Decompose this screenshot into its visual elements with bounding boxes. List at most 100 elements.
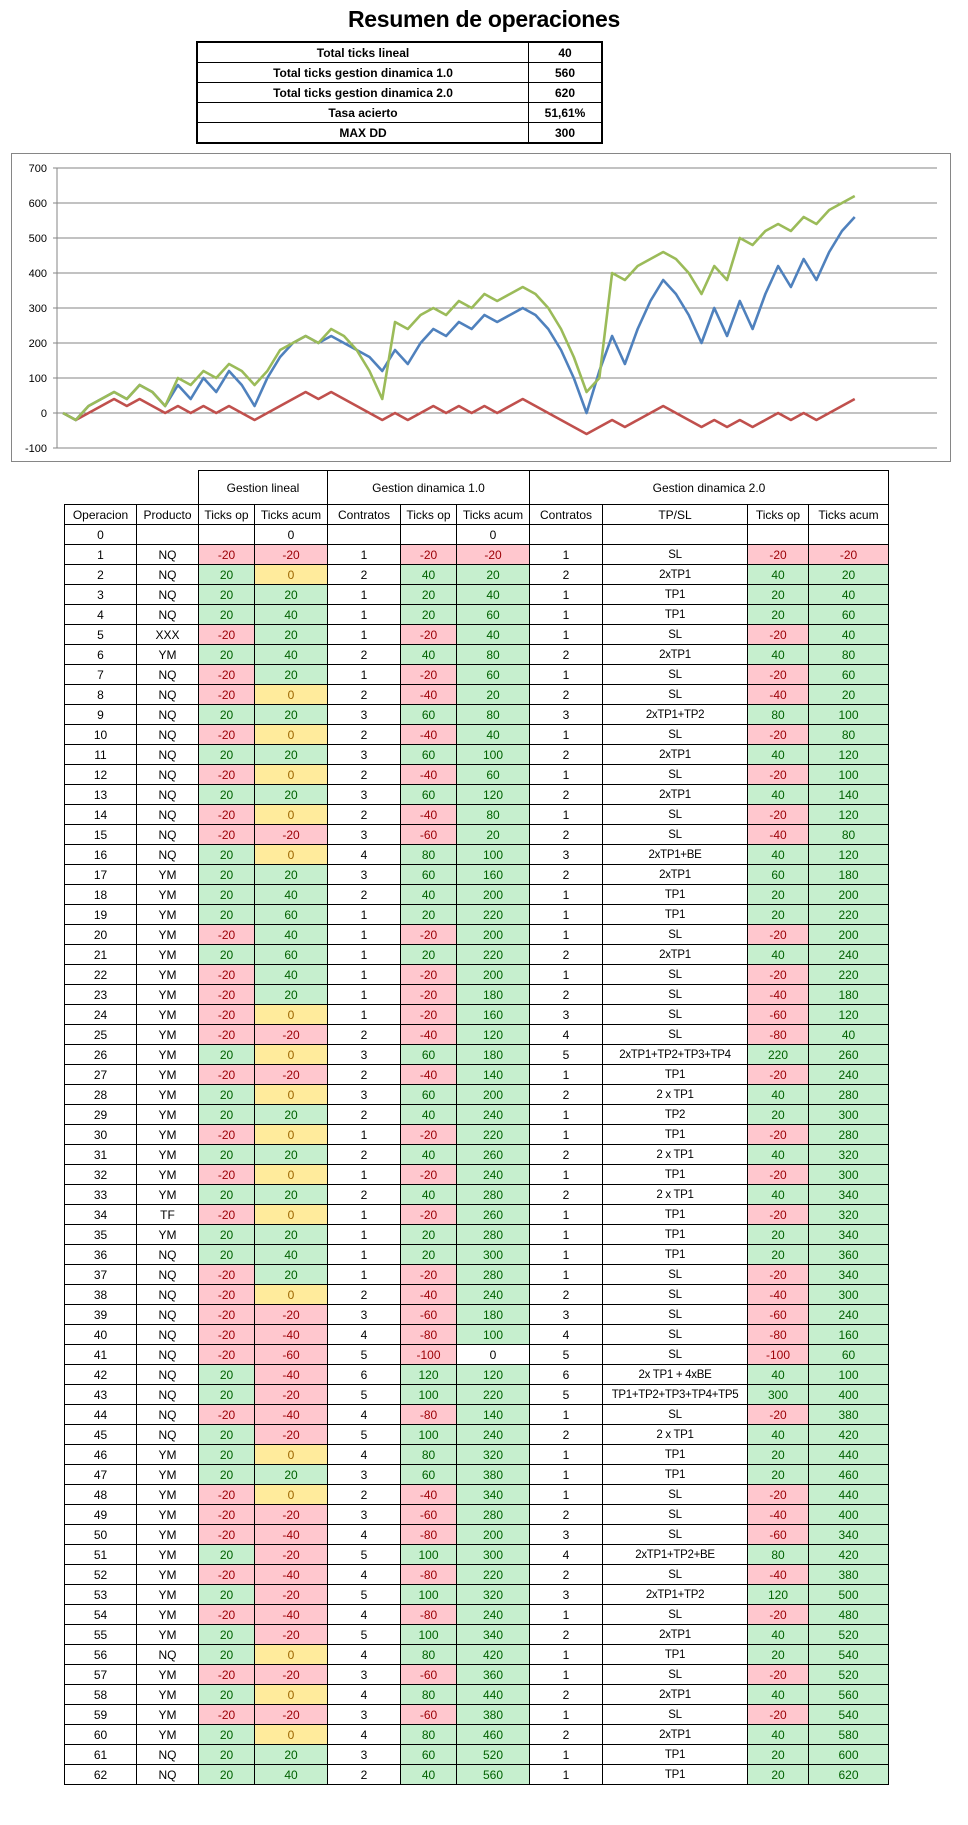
table-row: 38 NQ -20 0 2 -40 240 2 SL -40 300 bbox=[64, 1284, 889, 1305]
cell-lineal-ticks-acum: 0 bbox=[254, 1004, 328, 1025]
table-row: 26 YM 20 0 3 60 180 5 2xTP1+TP2+TP3+TP4 220 260 bbox=[64, 1044, 889, 1065]
cell-d2-ticks-acum: 320 bbox=[808, 1144, 889, 1165]
cell-producto bbox=[136, 524, 199, 545]
cell-d1-contratos: 5 bbox=[327, 1384, 401, 1405]
cell-d1-contratos: 1 bbox=[327, 544, 401, 565]
cell-lineal-ticks-acum: 20 bbox=[254, 864, 328, 885]
cell-d2-ticks-op: -60 bbox=[747, 1524, 809, 1545]
cell-d2-ticks-acum: 280 bbox=[808, 1124, 889, 1145]
cell-d2-contratos: 1 bbox=[529, 764, 603, 785]
cell-d2-contratos: 3 bbox=[529, 704, 603, 725]
cell-d1-contratos: 3 bbox=[327, 824, 401, 845]
cell-d1-ticks-op: 40 bbox=[400, 1764, 457, 1785]
cell-lineal-ticks-acum: 0 bbox=[254, 804, 328, 825]
cell-d2-ticks-acum: 480 bbox=[808, 1604, 889, 1625]
cell-producto: YM bbox=[136, 1464, 199, 1485]
cell-operacion: 6 bbox=[64, 644, 137, 665]
cell-d2-ticks-acum: 320 bbox=[808, 1204, 889, 1225]
cell-d1-contratos: 5 bbox=[327, 1584, 401, 1605]
cell-d2-ticks-acum: 60 bbox=[808, 1344, 889, 1365]
cell-d2-ticks-acum: 340 bbox=[808, 1224, 889, 1245]
cell-d1-ticks-acum: 100 bbox=[456, 1324, 530, 1345]
cell-lineal-ticks-op: -20 bbox=[198, 664, 255, 685]
cell-d1-contratos: 2 bbox=[327, 644, 401, 665]
cell-lineal-ticks-acum: -20 bbox=[254, 1704, 328, 1725]
table-row: 14 NQ -20 0 2 -40 80 1 SL -20 120 bbox=[64, 804, 889, 825]
cell-lineal-ticks-op: 20 bbox=[198, 1744, 255, 1765]
cell-operacion: 2 bbox=[64, 564, 137, 585]
cell-d2-tp-sl: 2 x TP1 bbox=[602, 1084, 748, 1105]
cell-d2-tp-sl: SL bbox=[602, 1024, 748, 1045]
cell-producto: NQ bbox=[136, 1404, 199, 1425]
table-row: 33 YM 20 20 2 40 280 2 2 x TP1 40 340 bbox=[64, 1184, 889, 1205]
cell-d2-tp-sl: TP1 bbox=[602, 1064, 748, 1085]
cell-d1-contratos: 1 bbox=[327, 1164, 401, 1185]
cell-d2-tp-sl: SL bbox=[602, 984, 748, 1005]
cell-lineal-ticks-acum: 20 bbox=[254, 1224, 328, 1245]
cell-d1-ticks-op: -40 bbox=[400, 684, 457, 705]
cell-d2-ticks-acum: -20 bbox=[808, 544, 889, 565]
cell-lineal-ticks-acum: -40 bbox=[254, 1524, 328, 1545]
cell-d2-ticks-op: -20 bbox=[747, 1704, 809, 1725]
cell-d2-ticks-op: -20 bbox=[747, 1264, 809, 1285]
cell-d1-contratos: 1 bbox=[327, 1244, 401, 1265]
cell-d1-ticks-acum: 20 bbox=[456, 564, 530, 585]
cell-d2-tp-sl: SL bbox=[602, 1524, 748, 1545]
cell-d2-tp-sl: SL bbox=[602, 924, 748, 945]
cell-d1-ticks-op: 20 bbox=[400, 904, 457, 925]
table-row: 57 YM -20 -20 3 -60 360 1 SL -20 520 bbox=[64, 1664, 889, 1685]
cell-lineal-ticks-acum: 0 bbox=[254, 764, 328, 785]
cell-d1-ticks-op: -20 bbox=[400, 1004, 457, 1025]
cell-lineal-ticks-op: -20 bbox=[198, 1124, 255, 1145]
table-row: 44 NQ -20 -40 4 -80 140 1 SL -20 380 bbox=[64, 1404, 889, 1425]
cell-lineal-ticks-op: -20 bbox=[198, 924, 255, 945]
cell-d2-tp-sl: SL bbox=[602, 824, 748, 845]
cell-d2-contratos: 4 bbox=[529, 1324, 603, 1345]
cell-d1-contratos: 3 bbox=[327, 784, 401, 805]
cell-d1-contratos: 2 bbox=[327, 1024, 401, 1045]
cell-lineal-ticks-acum: 20 bbox=[254, 1464, 328, 1485]
cell-d1-ticks-acum: 120 bbox=[456, 1364, 530, 1385]
cell-d2-contratos: 1 bbox=[529, 1644, 603, 1665]
cell-lineal-ticks-op: -20 bbox=[198, 1204, 255, 1225]
cell-d2-tp-sl: 2xTP1 bbox=[602, 1684, 748, 1705]
cell-lineal-ticks-acum: -40 bbox=[254, 1324, 328, 1345]
cell-d1-contratos: 5 bbox=[327, 1624, 401, 1645]
cell-producto: NQ bbox=[136, 684, 199, 705]
cell-d1-contratos: 1 bbox=[327, 1204, 401, 1225]
cell-d1-ticks-op: 20 bbox=[400, 944, 457, 965]
cell-d2-contratos: 1 bbox=[529, 1744, 603, 1765]
cell-d2-ticks-acum: 380 bbox=[808, 1564, 889, 1585]
cell-d1-ticks-acum: 0 bbox=[456, 524, 530, 545]
table-row: 10 NQ -20 0 2 -40 40 1 SL -20 80 bbox=[64, 724, 889, 745]
table-row: 56 NQ 20 0 4 80 420 1 TP1 20 540 bbox=[64, 1644, 889, 1665]
cell-producto: YM bbox=[136, 1104, 199, 1125]
header-operacion: Operacion bbox=[64, 504, 137, 525]
cell-d1-ticks-op: 80 bbox=[400, 844, 457, 865]
cell-lineal-ticks-op: -20 bbox=[198, 764, 255, 785]
cell-d2-tp-sl: TP1 bbox=[602, 1124, 748, 1145]
cell-lineal-ticks-op: -20 bbox=[198, 684, 255, 705]
cell-d2-tp-sl: 2xTP1 bbox=[602, 1624, 748, 1645]
cell-d2-tp-sl: SL bbox=[602, 724, 748, 745]
table-row: 29 YM 20 20 2 40 240 1 TP2 20 300 bbox=[64, 1104, 889, 1125]
cell-lineal-ticks-acum: 20 bbox=[254, 984, 328, 1005]
cell-producto: YM bbox=[136, 1584, 199, 1605]
cell-d1-contratos: 1 bbox=[327, 924, 401, 945]
cell-lineal-ticks-op: -20 bbox=[198, 964, 255, 985]
cell-d2-tp-sl: SL bbox=[602, 1284, 748, 1305]
cell-d1-ticks-acum: 260 bbox=[456, 1204, 530, 1225]
cell-producto: NQ bbox=[136, 564, 199, 585]
table-row: 37 NQ -20 20 1 -20 280 1 SL -20 340 bbox=[64, 1264, 889, 1285]
table-row: 16 NQ 20 0 4 80 100 3 2xTP1+BE 40 120 bbox=[64, 844, 889, 865]
cell-d2-ticks-op: 20 bbox=[747, 1744, 809, 1765]
cell-d1-contratos: 2 bbox=[327, 1064, 401, 1085]
cell-d2-tp-sl: SL bbox=[602, 1324, 748, 1345]
cell-d2-tp-sl: SL bbox=[602, 664, 748, 685]
cell-d2-contratos: 2 bbox=[529, 684, 603, 705]
cell-d2-ticks-op: 40 bbox=[747, 1724, 809, 1745]
cell-d1-ticks-op: 40 bbox=[400, 1104, 457, 1125]
cell-operacion: 25 bbox=[64, 1024, 137, 1045]
cell-d2-contratos: 1 bbox=[529, 1064, 603, 1085]
cell-lineal-ticks-op: -20 bbox=[198, 1284, 255, 1305]
